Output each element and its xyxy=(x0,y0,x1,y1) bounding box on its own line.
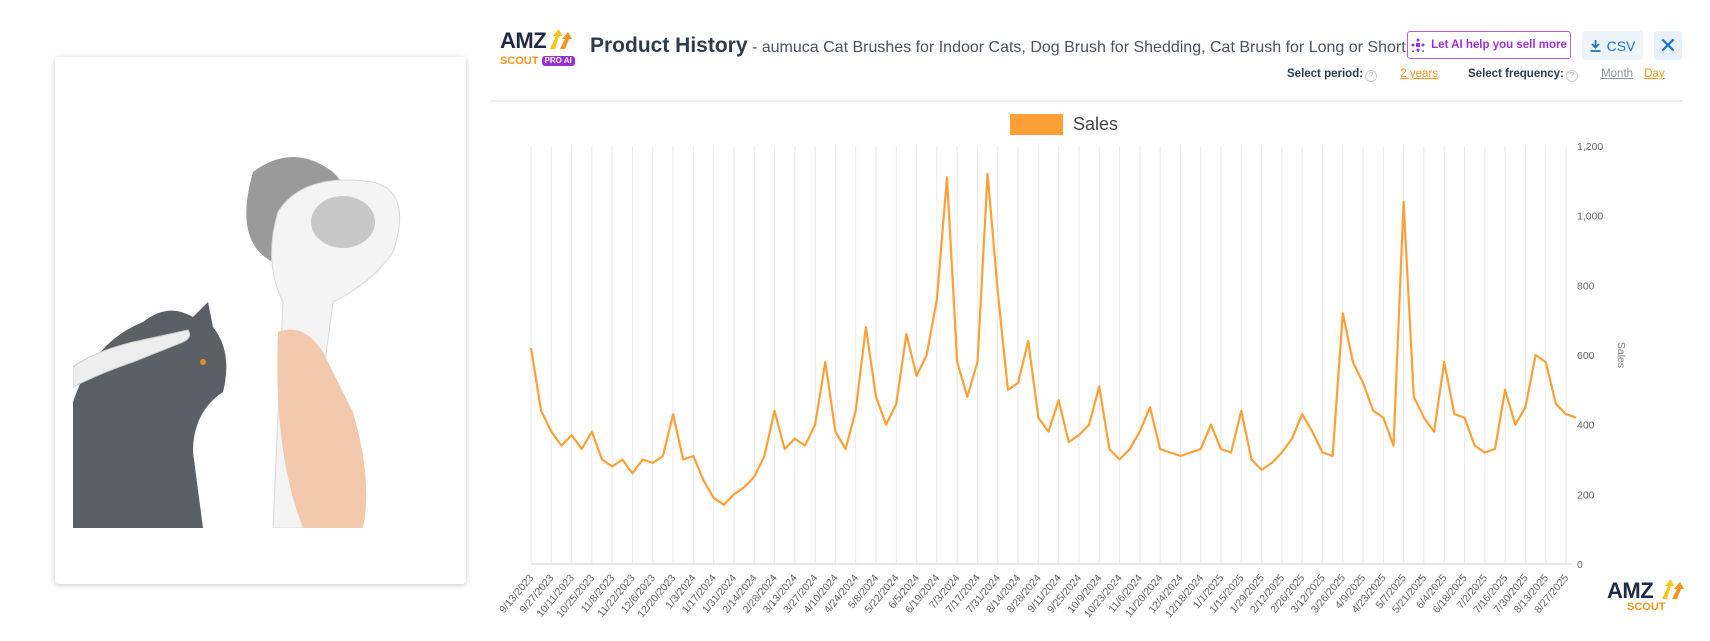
product-name: - aumuca Cat Brushes for Indoor Cats, Do… xyxy=(747,39,1427,56)
ai-sparkle-icon xyxy=(1411,38,1425,52)
ai-help-button[interactable]: Let AI help you sell more xyxy=(1407,31,1571,59)
amzscout-pro-ai-logo: AMZ SCOUT PRO AI xyxy=(500,28,575,68)
download-icon xyxy=(1590,39,1601,52)
close-button[interactable]: ✕ xyxy=(1654,31,1682,60)
logo-arrows-icon xyxy=(550,29,572,49)
y-tick-label: 400 xyxy=(1577,420,1595,432)
legend-swatch-sales xyxy=(1010,114,1063,135)
y-tick-label: 600 xyxy=(1577,350,1595,362)
frequency-month[interactable]: Month xyxy=(1601,68,1634,80)
product-image xyxy=(73,157,401,528)
footer-logo-arrows-icon xyxy=(1662,579,1684,599)
period-2-years[interactable]: 2 years xyxy=(1400,68,1438,80)
y-tick-label: 1,200 xyxy=(1577,141,1603,153)
footer-logo-amz: AMZ xyxy=(1607,578,1654,603)
logo-amz-text: AMZ xyxy=(500,28,547,53)
y-tick-label: 200 xyxy=(1577,489,1595,501)
product-image-card xyxy=(55,57,466,584)
ai-button-label: Let AI help you sell more xyxy=(1431,39,1567,51)
period-selector: Select period:? 2 years xyxy=(1287,68,1438,82)
frequency-label: Select frequency: xyxy=(1468,68,1564,80)
title-text: Product History xyxy=(590,34,748,57)
amzscout-footer-logo: AMZ SCOUT xyxy=(1607,578,1684,613)
y-tick-label: 0 xyxy=(1577,559,1583,571)
csv-label: CSV xyxy=(1606,37,1636,54)
y-tick-label: 800 xyxy=(1577,280,1595,292)
y-tick-label: 1,000 xyxy=(1577,211,1603,223)
y-axis-title: Sales xyxy=(1615,342,1627,368)
chart-legend[interactable]: Sales xyxy=(1010,114,1118,135)
help-icon[interactable]: ? xyxy=(1565,70,1578,82)
csv-download-button[interactable]: CSV xyxy=(1582,31,1643,60)
logo-scout-text: SCOUT xyxy=(500,55,539,67)
page-title: Product History - aumuca Cat Brushes for… xyxy=(590,34,1426,58)
header-divider xyxy=(490,100,1682,102)
frequency-day[interactable]: Day xyxy=(1644,68,1665,80)
legend-label-sales: Sales xyxy=(1073,114,1119,134)
footer-logo-scout: SCOUT xyxy=(1627,601,1666,613)
period-label: Select period: xyxy=(1287,68,1364,80)
close-icon: ✕ xyxy=(1658,32,1678,58)
help-icon[interactable]: ? xyxy=(1365,70,1378,82)
sales-series-line xyxy=(529,172,1577,506)
pro-ai-badge: PRO AI xyxy=(541,56,575,66)
frequency-selector: Select frequency:? Month Day xyxy=(1468,68,1665,82)
